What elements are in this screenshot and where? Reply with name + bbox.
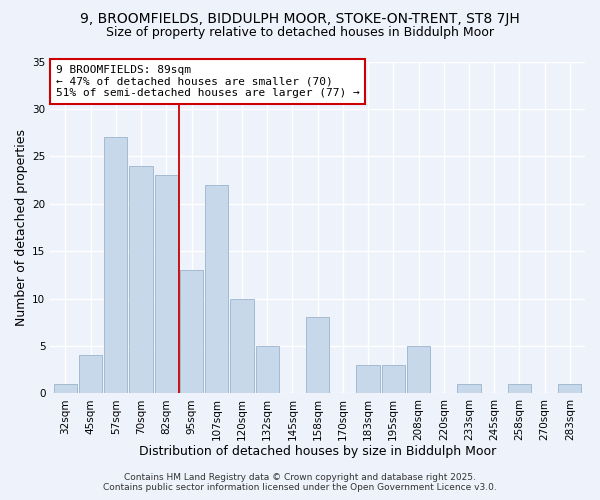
Bar — [104, 138, 127, 394]
Bar — [205, 185, 229, 394]
Bar — [558, 384, 581, 394]
Bar — [155, 176, 178, 394]
Bar — [130, 166, 152, 394]
Bar — [382, 365, 405, 394]
Bar — [407, 346, 430, 394]
Bar — [230, 298, 254, 394]
Bar — [508, 384, 531, 394]
Bar — [256, 346, 279, 394]
Text: Size of property relative to detached houses in Biddulph Moor: Size of property relative to detached ho… — [106, 26, 494, 39]
Text: 9 BROOMFIELDS: 89sqm
← 47% of detached houses are smaller (70)
51% of semi-detac: 9 BROOMFIELDS: 89sqm ← 47% of detached h… — [56, 65, 359, 98]
Bar — [306, 318, 329, 394]
Text: Contains HM Land Registry data © Crown copyright and database right 2025.
Contai: Contains HM Land Registry data © Crown c… — [103, 473, 497, 492]
Bar — [54, 384, 77, 394]
Bar — [356, 365, 380, 394]
Bar — [180, 270, 203, 394]
X-axis label: Distribution of detached houses by size in Biddulph Moor: Distribution of detached houses by size … — [139, 444, 496, 458]
Bar — [457, 384, 481, 394]
Bar — [79, 356, 102, 394]
Text: 9, BROOMFIELDS, BIDDULPH MOOR, STOKE-ON-TRENT, ST8 7JH: 9, BROOMFIELDS, BIDDULPH MOOR, STOKE-ON-… — [80, 12, 520, 26]
Y-axis label: Number of detached properties: Number of detached properties — [15, 129, 28, 326]
